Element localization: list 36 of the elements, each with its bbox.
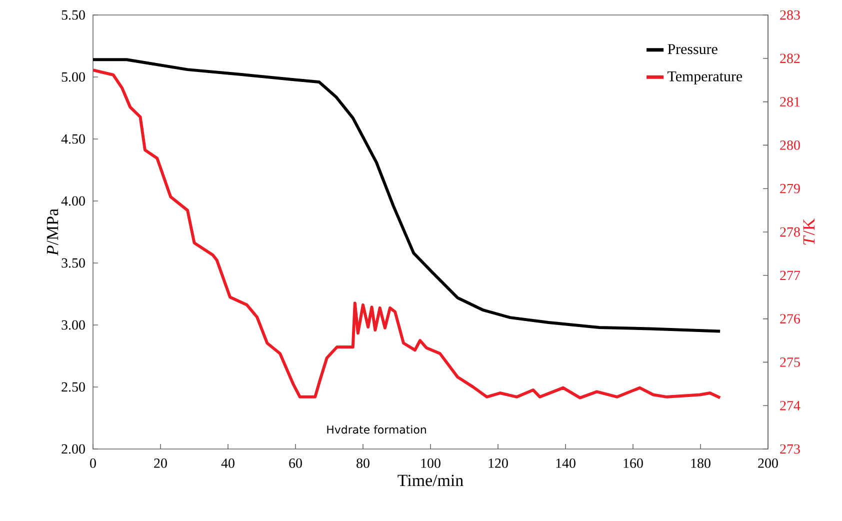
x-tick-label: 180 — [691, 458, 710, 468]
y2-tick-label: 275 — [780, 358, 800, 367]
x-axis-title: Time/min — [398, 474, 464, 486]
x-tick-label: 80 — [356, 458, 370, 468]
annotation: Hvdrate formation — [327, 425, 426, 434]
y-tick-label: 5.00 — [62, 72, 85, 82]
x-tick-label: 120 — [488, 458, 508, 468]
y2-tick-label: 277 — [780, 270, 800, 280]
y-tick-label: 4.00 — [61, 196, 85, 206]
y-tick-label: 3.50 — [62, 258, 85, 268]
y2-tick-label: 280 — [780, 140, 800, 150]
x-tick-label: 60 — [289, 458, 302, 468]
y2-tick-label: 273 — [780, 444, 800, 454]
y-axis-title: P/MPa — [46, 208, 58, 256]
y2-tick-label: 274 — [780, 400, 800, 410]
y2-tick-label: 276 — [780, 314, 800, 324]
legend-label: Pressure — [668, 44, 718, 54]
y2-tick-label: 283 — [780, 10, 800, 20]
y-tick-label: 2.50 — [62, 382, 85, 392]
y-tick-label: 5.50 — [62, 10, 85, 20]
x-tick-label: 40 — [221, 458, 234, 468]
y2-tick-label: 279 — [780, 184, 800, 194]
y2-axis-title: T/K — [803, 218, 815, 245]
y-tick-label: 4.50 — [61, 134, 85, 144]
x-tick-label: 140 — [556, 458, 576, 468]
x-tick-label: 160 — [624, 458, 643, 468]
y2-tick-label: 281 — [780, 97, 800, 107]
x-tick-label: 0 — [90, 458, 96, 468]
y-tick-label: 2.00 — [62, 444, 85, 454]
y-tick-label: 3.00 — [62, 320, 85, 330]
y2-tick-label: 278 — [780, 227, 800, 237]
x-tick-label: 200 — [758, 458, 778, 468]
legend-label: Temperature — [668, 71, 742, 84]
x-tick-label: 100 — [421, 458, 440, 468]
y2-tick-label: 282 — [780, 54, 800, 64]
x-tick-label: 20 — [154, 458, 167, 468]
